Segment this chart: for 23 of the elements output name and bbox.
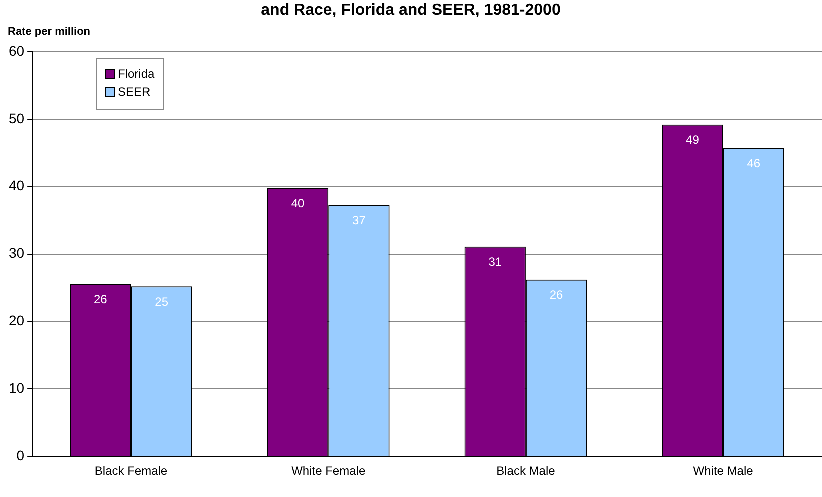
x-tick-label: Black Male [496,464,556,478]
x-tick-label: White Female [292,464,366,478]
y-axis-title: Rate per million [8,26,91,38]
legend-label: SEER [118,85,151,99]
y-tick-label: 10 [8,380,25,396]
y-tick-label: 30 [8,245,25,262]
y-tick-label: 20 [8,312,25,329]
data-label: 49 [686,133,700,148]
data-label: 26 [550,288,564,302]
x-tick-label: Black Female [94,464,168,478]
data-label: 31 [488,255,502,270]
data-label: 40 [291,196,306,211]
y-tick-label: 40 [8,178,25,194]
data-label: 25 [155,294,169,309]
data-label: 26 [94,292,108,306]
y-tick-label: 50 [8,110,25,126]
data-label: 46 [747,156,761,171]
data-label: 37 [352,213,366,228]
y-tick-label: 0 [16,447,25,464]
legend-label: Florida [118,67,155,81]
x-tick-label: White Male [693,464,754,478]
chart-title: and Race, Florida and SEER, 1981-2000 [260,2,562,20]
y-tick-label: 60 [8,42,25,59]
